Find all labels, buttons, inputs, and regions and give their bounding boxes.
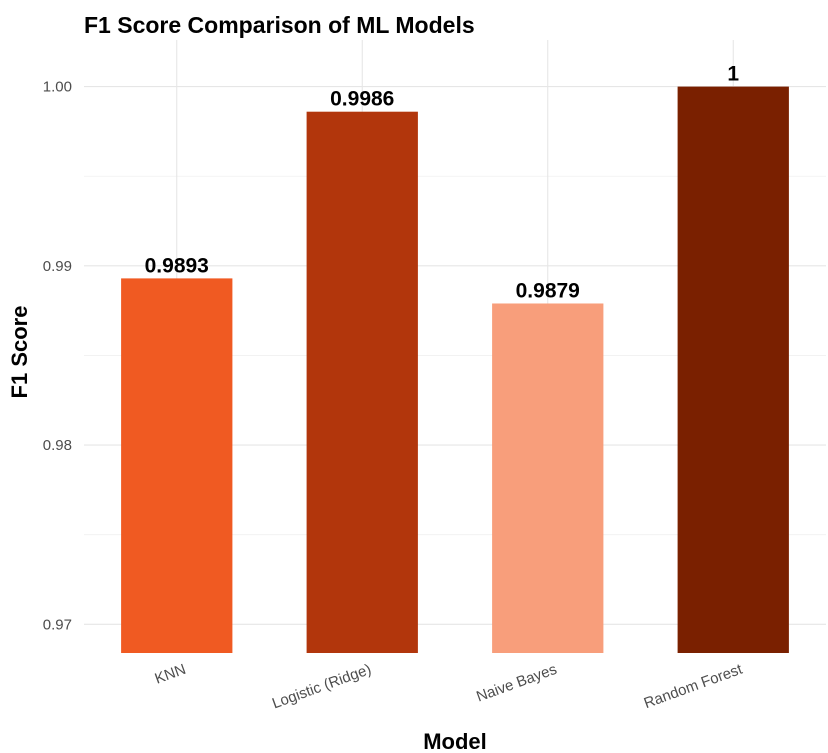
y-tick-label: 1.00 bbox=[43, 79, 72, 96]
y-tick-label: 0.97 bbox=[43, 616, 72, 633]
x-tick-label: Naive Bayes bbox=[474, 661, 559, 706]
data-labels: 0.9893 0.9986 0.9879 1 bbox=[145, 63, 740, 303]
chart-title: F1 Score Comparison of ML Models bbox=[84, 12, 475, 38]
bar bbox=[121, 278, 233, 653]
bar bbox=[306, 111, 418, 653]
y-tick-label: 0.98 bbox=[43, 437, 72, 454]
y-tick-label: 0.99 bbox=[43, 258, 72, 275]
data-label: 0.9893 bbox=[145, 254, 209, 277]
data-label: 0.9986 bbox=[330, 88, 394, 111]
x-axis-ticks: KNN Logistic (Ridge) Naive Bayes Random For… bbox=[153, 660, 746, 712]
y-axis-title: F1 Score bbox=[7, 306, 32, 399]
bar bbox=[677, 86, 789, 653]
x-tick-label: KNN bbox=[153, 661, 189, 688]
bar bbox=[492, 303, 604, 653]
x-axis-title: Model bbox=[423, 729, 487, 753]
x-tick-label: Logistic (Ridge) bbox=[270, 661, 374, 713]
data-label: 0.9879 bbox=[516, 279, 580, 302]
y-axis-ticks: 0.97 0.98 0.99 1.00 bbox=[43, 79, 72, 634]
x-tick-label: Random Forest bbox=[642, 660, 746, 712]
bars bbox=[121, 86, 789, 653]
data-label: 1 bbox=[727, 63, 739, 86]
